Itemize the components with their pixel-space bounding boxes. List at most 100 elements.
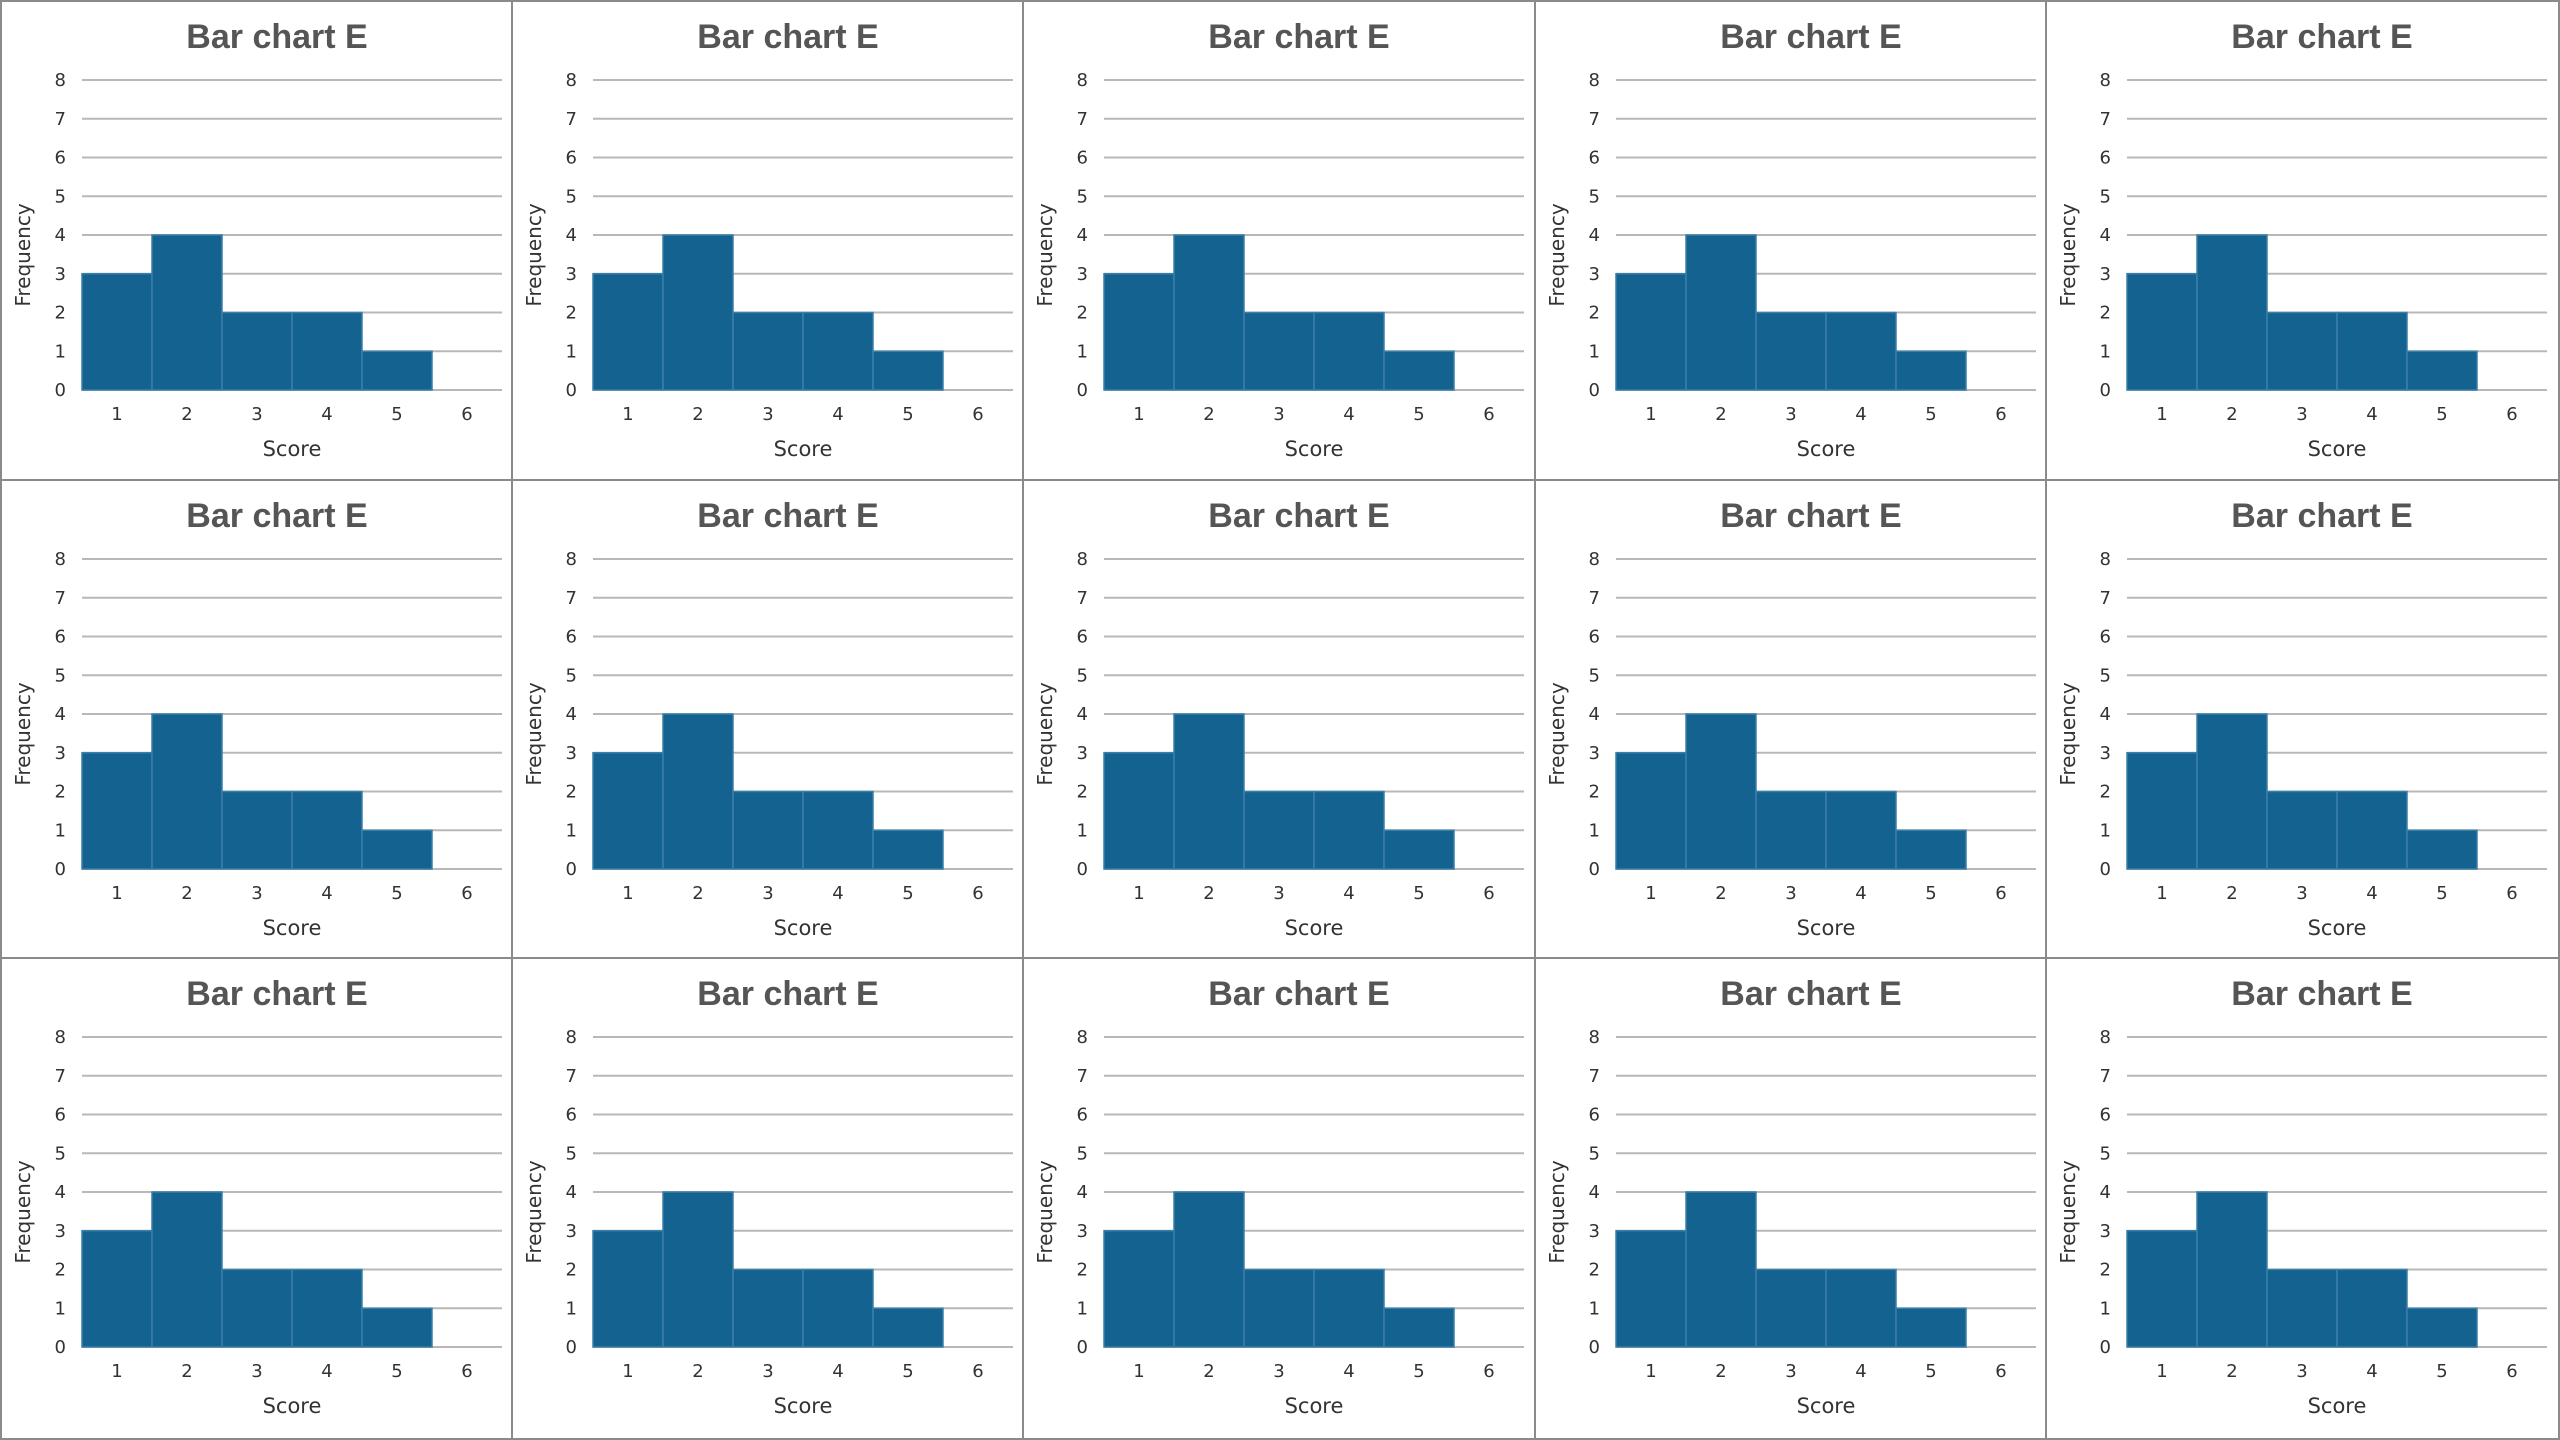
bar	[221, 790, 293, 870]
y-tick-label: 1	[2099, 341, 2110, 362]
bar	[2196, 234, 2268, 391]
x-tick-label: 4	[321, 883, 332, 904]
bar	[2126, 751, 2198, 870]
y-tick-label: 5	[1077, 665, 1088, 686]
chart-title: Bar chart E	[2231, 497, 2412, 535]
y-axis-label: Frequency	[1033, 682, 1057, 785]
y-tick-label: 0	[1077, 380, 1088, 401]
bar	[291, 790, 363, 870]
y-tick-label: 5	[1077, 186, 1088, 207]
y-axis-label: Frequency	[11, 203, 35, 306]
x-tick-label: 6	[461, 1361, 472, 1382]
y-axis-label: Frequency	[1033, 1161, 1057, 1264]
bar	[802, 790, 874, 870]
x-tick-label: 5	[2436, 404, 2447, 425]
bar	[1173, 712, 1246, 870]
x-axis-label: Score	[774, 437, 833, 461]
y-tick-label: 8	[55, 549, 66, 570]
chart-title: Bar chart E	[1209, 18, 1390, 56]
y-tick-label: 0	[566, 859, 577, 880]
bar	[1383, 350, 1456, 391]
x-tick-label: 2	[1204, 404, 1215, 425]
x-tick-label: 2	[1715, 404, 1726, 425]
y-tick-label: 5	[566, 665, 577, 686]
y-tick-label: 4	[1588, 1182, 1599, 1203]
x-tick-label: 2	[1715, 883, 1726, 904]
y-tick-label: 8	[55, 70, 66, 91]
x-tick-label: 1	[1134, 883, 1145, 904]
bar-chart: Bar chart E 0 1 2 3 4 5 6 7 8 1 2 3 4 5 6 Score Frequency	[2056, 18, 2547, 461]
x-tick-label: 4	[1855, 883, 1866, 904]
x-tick-label: 3	[251, 404, 262, 425]
y-tick-label: 3	[1077, 1221, 1088, 1242]
x-tick-label: 3	[762, 404, 773, 425]
bar-chart: Bar chart E 0 1 2 3 4 5 6 7 8 1 2 3 4 5 6 Score Frequency	[1545, 975, 2036, 1418]
y-tick-label: 8	[2099, 1027, 2110, 1048]
bar	[2336, 1269, 2408, 1349]
y-tick-label: 5	[1588, 186, 1599, 207]
bar	[2126, 273, 2198, 391]
bar	[1684, 1191, 1757, 1349]
y-tick-label: 5	[566, 186, 577, 207]
bar	[1614, 273, 1687, 391]
y-tick-label: 6	[1077, 148, 1088, 169]
y-tick-label: 4	[1077, 225, 1088, 246]
bar	[592, 273, 664, 391]
y-tick-label: 2	[2099, 781, 2110, 802]
x-tick-label: 6	[2506, 404, 2517, 425]
y-tick-label: 2	[1077, 1260, 1088, 1281]
bar	[662, 234, 734, 391]
x-tick-label: 5	[1925, 1361, 1936, 1382]
y-tick-label: 5	[566, 1144, 577, 1165]
bar	[1824, 1269, 1897, 1349]
bar	[1243, 1269, 1316, 1349]
bar	[2406, 350, 2478, 391]
bar	[1173, 234, 1246, 391]
chart-title: Bar chart E	[2231, 975, 2412, 1013]
chart-panel: Bar chart E 0 1 2 3 4 5 6 7 8 1 2 3 4 5 6 Score Frequency	[1024, 480, 1536, 960]
x-tick-label: 4	[1344, 404, 1355, 425]
y-tick-label: 0	[1588, 380, 1599, 401]
y-axis-label: Frequency	[11, 682, 35, 785]
y-tick-label: 4	[566, 1182, 577, 1203]
y-tick-label: 4	[2099, 704, 2110, 725]
y-tick-label: 7	[55, 1066, 66, 1087]
bar-chart: Bar chart E 0 1 2 3 4 5 6 7 8 1 2 3 4 5 6 Score Frequency	[2056, 497, 2547, 940]
y-tick-label: 4	[1077, 1182, 1088, 1203]
y-tick-label: 0	[2099, 859, 2110, 880]
bar	[732, 311, 804, 391]
bar	[2266, 790, 2338, 870]
x-tick-label: 1	[622, 883, 633, 904]
y-tick-label: 8	[1077, 549, 1088, 570]
y-tick-label: 4	[2099, 1182, 2110, 1203]
chart-panel: Bar chart E 0 1 2 3 4 5 6 7 8 1 2 3 4 5 6 Score Frequency	[1536, 959, 2047, 1438]
bar	[81, 1230, 153, 1349]
bar	[1173, 1191, 1246, 1349]
y-tick-label: 0	[1077, 859, 1088, 880]
x-axis-label: Score	[2307, 437, 2366, 461]
y-tick-label: 0	[2099, 380, 2110, 401]
bar	[1754, 1269, 1827, 1349]
y-tick-label: 4	[566, 225, 577, 246]
x-tick-label: 5	[902, 1361, 913, 1382]
x-axis-label: Score	[774, 1394, 833, 1418]
x-tick-label: 3	[1274, 404, 1285, 425]
x-axis-label: Score	[263, 437, 322, 461]
y-tick-label: 5	[2099, 665, 2110, 686]
bar	[1824, 790, 1897, 870]
x-tick-label: 2	[2226, 883, 2237, 904]
x-axis-label: Score	[1285, 437, 1344, 461]
bar-chart: Bar chart E 0 1 2 3 4 5 6 7 8 1 2 3 4 5 6 Score Frequency	[1545, 18, 2036, 461]
bar-chart: Bar chart E 0 1 2 3 4 5 6 7 8 1 2 3 4 5 6 Score Frequency	[1545, 497, 2036, 940]
y-tick-label: 1	[1588, 820, 1599, 841]
chart-panel: Bar chart E 0 1 2 3 4 5 6 7 8 1 2 3 4 5 6 Score Frequency	[1024, 959, 1536, 1438]
y-axis-label: Frequency	[1033, 203, 1057, 306]
y-tick-label: 7	[2099, 109, 2110, 130]
chart-title: Bar chart E	[1720, 18, 1901, 56]
bar	[802, 311, 874, 391]
chart-panel: Bar chart E 0 1 2 3 4 5 6 7 8 1 2 3 4 5 6 Score Frequency	[513, 959, 1025, 1438]
bar	[872, 829, 944, 870]
chart-title: Bar chart E	[1209, 497, 1390, 535]
x-tick-label: 3	[2296, 1361, 2307, 1382]
y-axis-label: Frequency	[1545, 682, 1569, 785]
